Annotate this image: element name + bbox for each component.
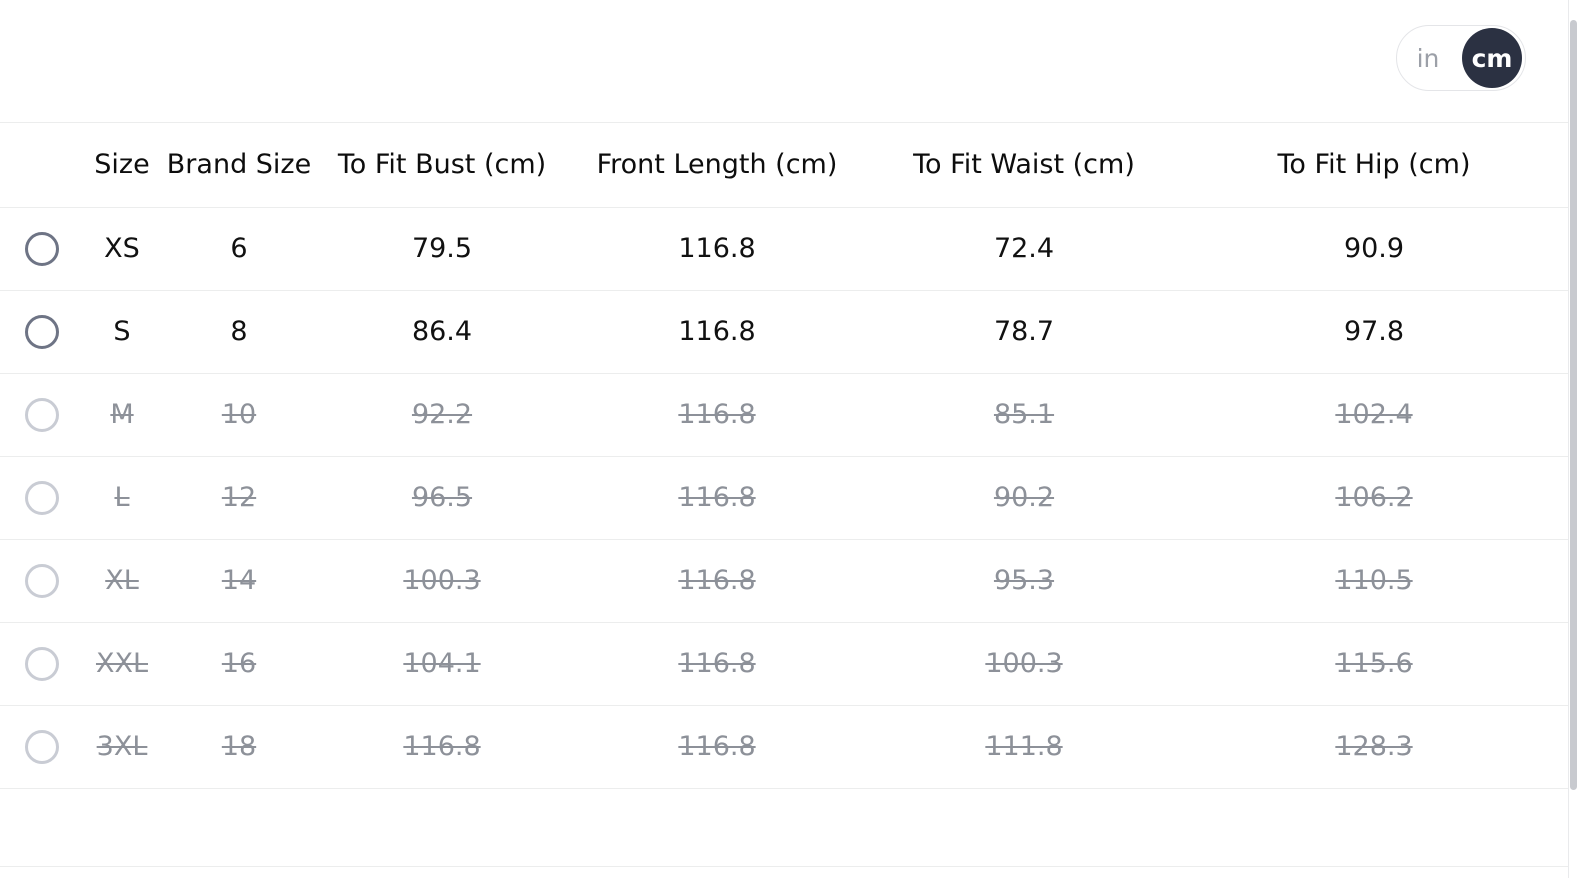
cell-brand-size: 12 [160, 456, 318, 540]
size-radio-icon[interactable] [25, 231, 59, 266]
cell-waist: 72.4 [868, 207, 1180, 291]
cell-bust: 96.5 [318, 456, 566, 540]
size-radio-cell[interactable] [0, 207, 84, 291]
size-radio-icon[interactable] [25, 314, 59, 349]
size-radio-icon [25, 563, 59, 598]
cell-waist: 100.3 [868, 622, 1180, 706]
size-radio-icon [25, 646, 59, 681]
column-header-front-length: Front Length (cm) [566, 123, 868, 208]
cell-brand-size: 16 [160, 622, 318, 706]
cell-front-length: 116.8 [566, 373, 868, 457]
column-header-waist: To Fit Waist (cm) [868, 123, 1180, 208]
cell-front-length: 116.8 [566, 456, 868, 540]
cell-waist: 111.8 [868, 705, 1180, 789]
cell-waist: 85.1 [868, 373, 1180, 457]
table-row: 3XL 18 116.8 116.8 111.8 128.3 [0, 705, 1568, 789]
cell-hip: 110.5 [1180, 539, 1568, 623]
cell-bust: 104.1 [318, 622, 566, 706]
unit-toggle[interactable]: in cm [1396, 25, 1526, 91]
size-radio-cell[interactable] [0, 290, 84, 374]
cell-hip: 102.4 [1180, 373, 1568, 457]
cell-brand-size: 8 [160, 290, 318, 374]
cell-size: M [84, 373, 160, 457]
cell-brand-size: 18 [160, 705, 318, 789]
column-header-select [0, 123, 84, 208]
cell-hip: 128.3 [1180, 705, 1568, 789]
cell-hip: 90.9 [1180, 207, 1568, 291]
cell-size: XS [84, 207, 160, 291]
table-header: Size Brand Size To Fit Bust (cm) Front L… [0, 123, 1568, 208]
table-row: L 12 96.5 116.8 90.2 106.2 [0, 456, 1568, 540]
cell-waist: 90.2 [868, 456, 1180, 540]
cell-size: XL [84, 539, 160, 623]
size-radio-cell [0, 705, 84, 789]
column-header-brand-size: Brand Size [160, 123, 318, 208]
size-radio-cell [0, 539, 84, 623]
table-row: XXL 16 104.1 116.8 100.3 115.6 [0, 622, 1568, 706]
cell-bust: 79.5 [318, 207, 566, 291]
cell-size: XXL [84, 622, 160, 706]
cell-hip: 115.6 [1180, 622, 1568, 706]
size-radio-cell [0, 373, 84, 457]
column-header-size: Size [84, 123, 160, 208]
cell-brand-size: 6 [160, 207, 318, 291]
vertical-scrollbar[interactable] [1569, 0, 1578, 878]
cell-front-length: 116.8 [566, 290, 868, 374]
cell-front-length: 116.8 [566, 705, 868, 789]
panel-right-edge [1568, 0, 1569, 878]
size-radio-icon [25, 397, 59, 432]
cell-bust: 86.4 [318, 290, 566, 374]
column-header-hip: To Fit Hip (cm) [1180, 123, 1568, 208]
table-row[interactable]: XS 6 79.5 116.8 72.4 90.9 [0, 207, 1568, 291]
cell-bust: 116.8 [318, 705, 566, 789]
table-body: XS 6 79.5 116.8 72.4 90.9 S 8 86.4 116.8… [0, 207, 1568, 789]
cell-bust: 100.3 [318, 539, 566, 623]
size-radio-cell [0, 622, 84, 706]
size-chart-table: Size Brand Size To Fit Bust (cm) Front L… [0, 123, 1568, 789]
size-radio-cell [0, 456, 84, 540]
cell-waist: 78.7 [868, 290, 1180, 374]
cell-hip: 106.2 [1180, 456, 1568, 540]
cell-size: 3XL [84, 705, 160, 789]
cell-waist: 95.3 [868, 539, 1180, 623]
cell-front-length: 116.8 [566, 622, 868, 706]
cell-front-length: 116.8 [566, 207, 868, 291]
unit-option-cm[interactable]: cm [1462, 28, 1522, 88]
cell-front-length: 116.8 [566, 539, 868, 623]
table-row: XL 14 100.3 116.8 95.3 110.5 [0, 539, 1568, 623]
unit-option-in[interactable]: in [1416, 43, 1440, 73]
table-footer-space [0, 789, 1578, 867]
cell-brand-size: 10 [160, 373, 318, 457]
table-row[interactable]: S 8 86.4 116.8 78.7 97.8 [0, 290, 1568, 374]
table-header-row: Size Brand Size To Fit Bust (cm) Front L… [0, 123, 1568, 208]
size-radio-icon [25, 729, 59, 764]
column-header-bust: To Fit Bust (cm) [318, 123, 566, 208]
cell-size: L [84, 456, 160, 540]
cell-bust: 92.2 [318, 373, 566, 457]
cell-brand-size: 14 [160, 539, 318, 623]
table-row: M 10 92.2 116.8 85.1 102.4 [0, 373, 1568, 457]
size-chart-toolbar: in cm [0, 0, 1578, 123]
cell-hip: 97.8 [1180, 290, 1568, 374]
scrollbar-thumb[interactable] [1570, 20, 1577, 790]
size-radio-icon [25, 480, 59, 515]
cell-size: S [84, 290, 160, 374]
